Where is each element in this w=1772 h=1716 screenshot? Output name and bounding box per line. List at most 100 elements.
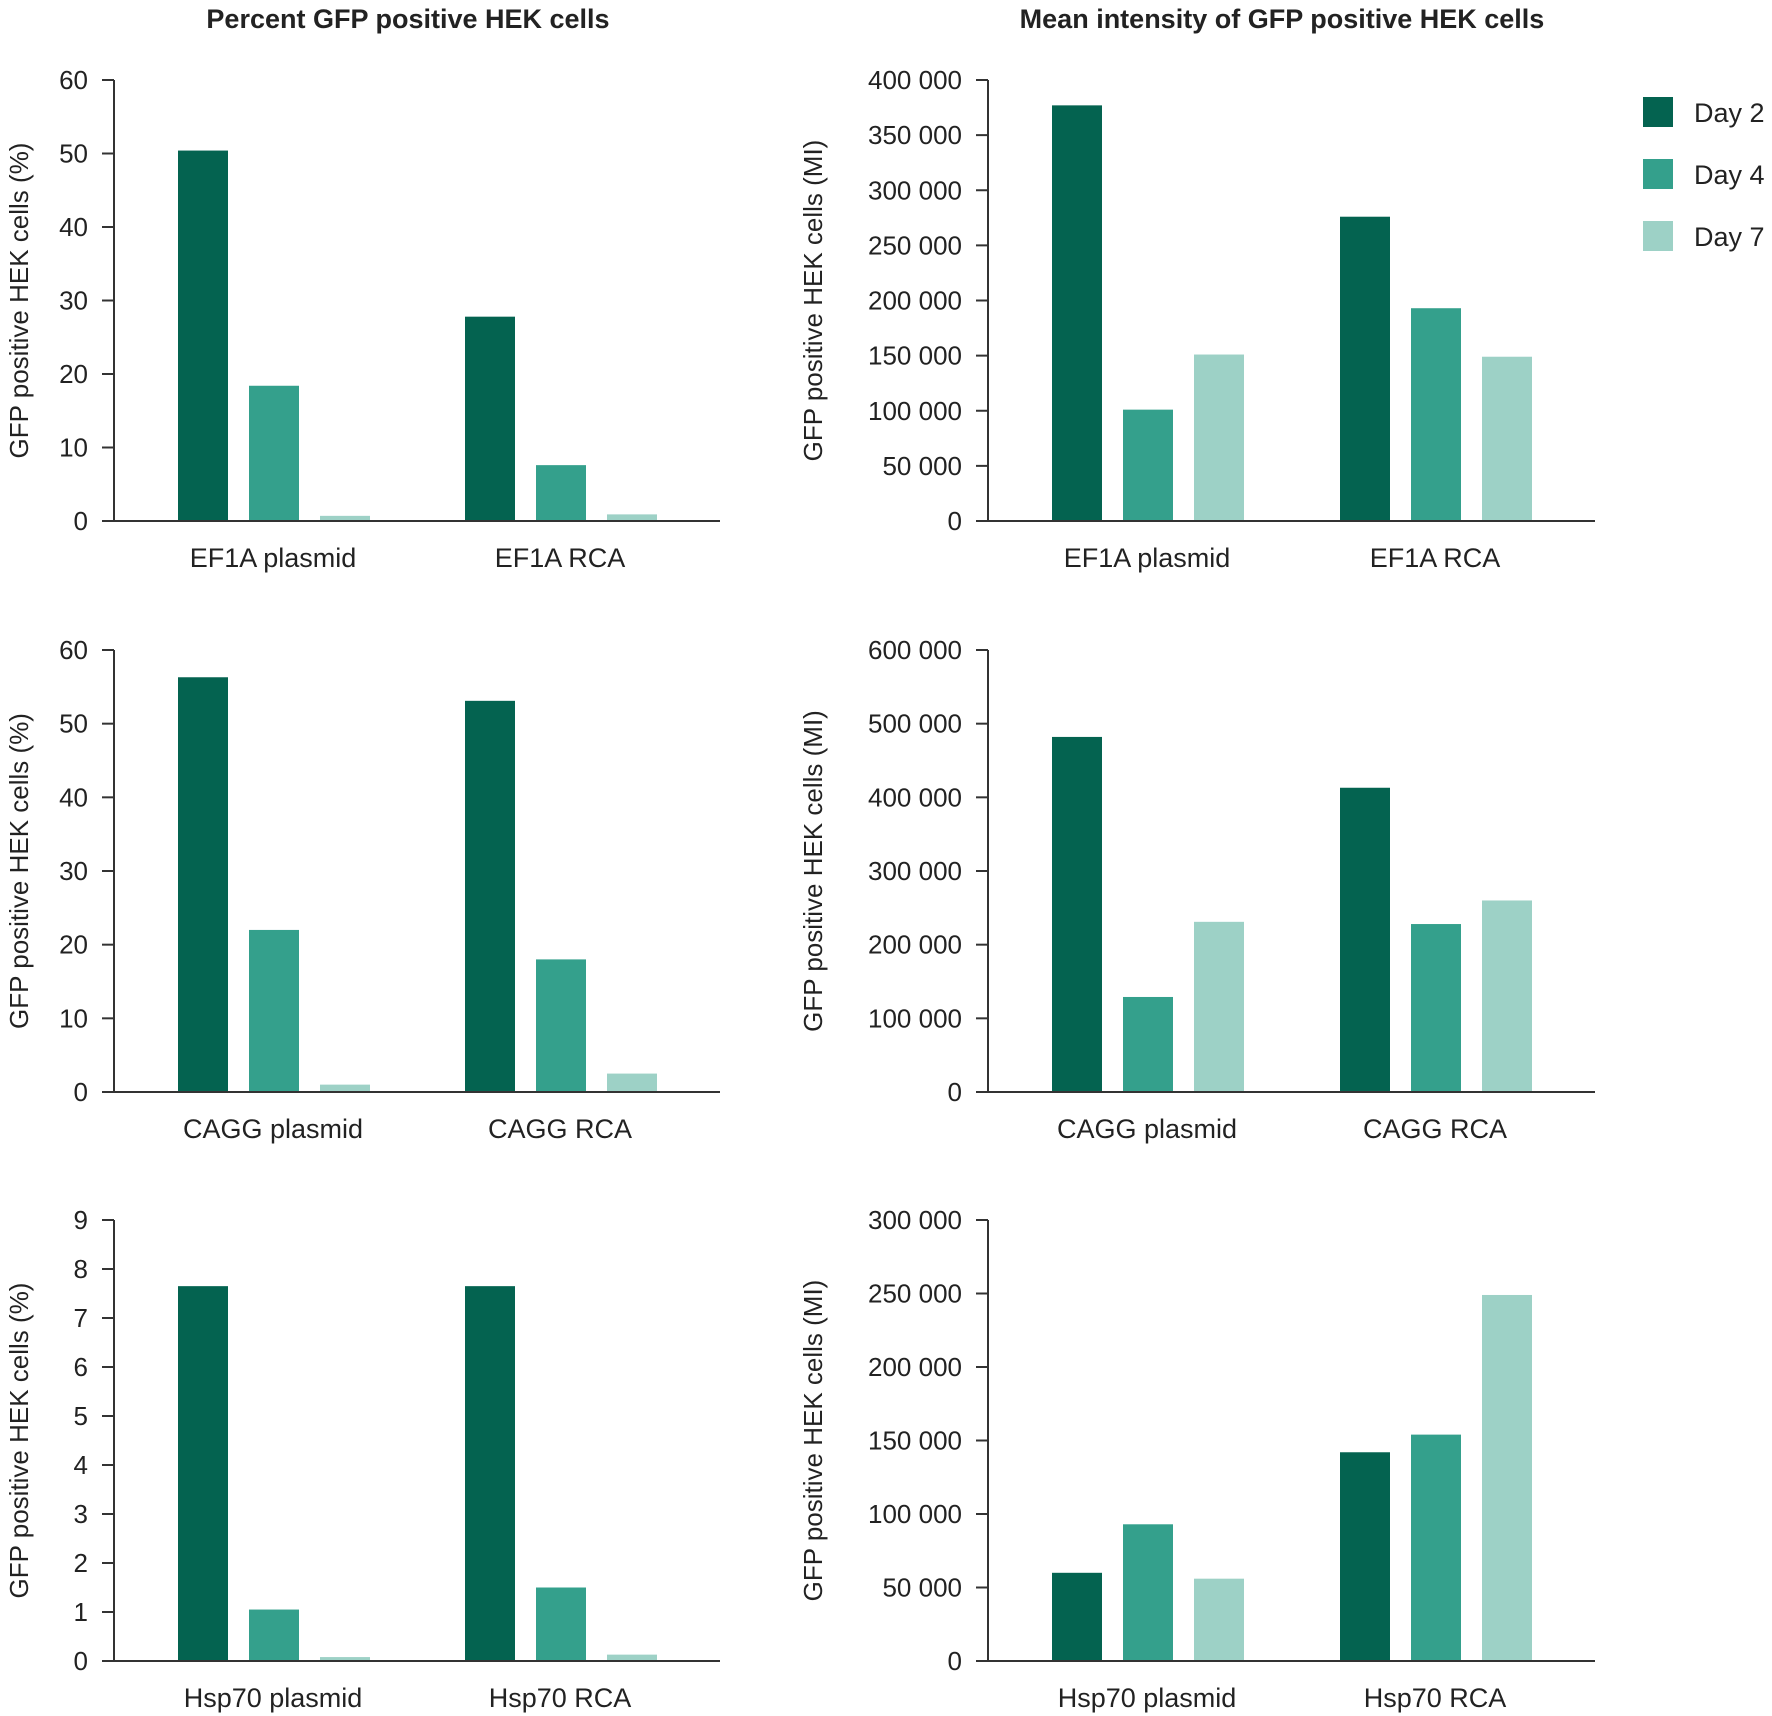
y-tick-label: 60 — [59, 65, 88, 95]
bar-cagg-rca-day-2 — [1340, 787, 1390, 1092]
y-axis-title: GFP positive HEK cells (%) — [4, 143, 34, 459]
y-tick-label: 20 — [59, 930, 88, 960]
bar-hsp70-rca-day-7 — [1482, 1294, 1532, 1661]
y-tick-label: 400 000 — [868, 782, 962, 812]
y-tick-label: 60 — [59, 635, 88, 665]
bar-ef1a-plasmid-day-4 — [249, 385, 299, 521]
y-tick-label: 50 — [59, 139, 88, 169]
legend-label-day-7: Day 7 — [1694, 222, 1765, 252]
category-label-hsp70-rca: Hsp70 RCA — [489, 1683, 632, 1713]
chart-ef1a-percent: 0 10 20 30 40 50 60 GFP positive HEK cells (%) E… — [4, 65, 720, 573]
y-tick-label: 0 — [74, 506, 88, 536]
bar-ef1a-rca-day-4 — [1411, 308, 1461, 521]
left-column-title: Percent GFP positive HEK cells — [206, 4, 609, 34]
bar-hsp70-plasmid-day-7 — [1194, 1578, 1244, 1661]
legend-swatch-day-4 — [1643, 159, 1673, 189]
bar-ef1a-plasmid-day-2 — [178, 150, 228, 521]
y-tick-label: 300 000 — [868, 856, 962, 886]
category-label-hsp70-plasmid: Hsp70 plasmid — [184, 1683, 363, 1713]
right-column-title: Mean intensity of GFP positive HEK cells — [1020, 4, 1545, 34]
y-tick-label: 6 — [74, 1352, 88, 1382]
y-tick-label: 4 — [74, 1450, 88, 1480]
y-tick-label: 0 — [74, 1077, 88, 1107]
y-axis-title: GFP positive HEK cells (MI) — [798, 1280, 828, 1602]
bar-ef1a-rca-day-2 — [1340, 216, 1390, 521]
y-tick-label: 8 — [74, 1254, 88, 1284]
y-tick-label: 10 — [59, 433, 88, 463]
y-tick-label: 200 000 — [868, 286, 962, 316]
y-tick-label: 50 000 — [882, 451, 962, 481]
bar-ef1a-rca-day-2 — [465, 316, 515, 521]
y-tick-label: 250 000 — [868, 230, 962, 260]
chart-hsp70-intensity: 0 50 000 100 000 150 000 200 000 250 000 300 0… — [798, 1205, 1595, 1713]
bar-cagg-plasmid-day-7 — [320, 1084, 370, 1092]
bar-cagg-plasmid-day-2 — [1052, 736, 1102, 1092]
y-tick-label: 250 000 — [868, 1279, 962, 1309]
category-label-cagg-plasmid: CAGG plasmid — [1057, 1114, 1237, 1144]
chart-cagg-percent: 0 10 20 30 40 50 60 GFP positive HEK cells (%) C… — [4, 635, 720, 1144]
y-tick-label: 300 000 — [868, 175, 962, 205]
y-tick-label: 0 — [74, 1646, 88, 1676]
y-tick-label: 150 000 — [868, 1426, 962, 1456]
bar-hsp70-rca-day-4 — [1411, 1434, 1461, 1661]
y-tick-label: 7 — [74, 1303, 88, 1333]
chart-hsp70-percent: 0 1 2 3 4 5 6 7 8 9 GFP positive HEK cells (%) Hsp7… — [4, 1205, 720, 1713]
legend-label-day-2: Day 2 — [1694, 98, 1765, 128]
y-tick-label: 0 — [948, 1077, 962, 1107]
bar-hsp70-rca-day-2 — [1340, 1452, 1390, 1661]
bar-cagg-plasmid-day-7 — [1194, 921, 1244, 1092]
bar-hsp70-plasmid-day-2 — [178, 1286, 228, 1661]
bar-hsp70-plasmid-day-2 — [1052, 1572, 1102, 1661]
bar-cagg-plasmid-day-4 — [1123, 996, 1173, 1092]
y-tick-label: 350 000 — [868, 120, 962, 150]
y-tick-label: 150 000 — [868, 341, 962, 371]
bar-ef1a-plasmid-day-7 — [1194, 354, 1244, 521]
y-tick-label: 200 000 — [868, 930, 962, 960]
bar-ef1a-rca-day-7 — [607, 514, 657, 521]
bar-ef1a-rca-day-4 — [536, 465, 586, 521]
bar-ef1a-plasmid-day-2 — [1052, 105, 1102, 522]
y-axis-title: GFP positive HEK cells (%) — [4, 1283, 34, 1599]
category-label-hsp70-plasmid: Hsp70 plasmid — [1058, 1683, 1237, 1713]
y-tick-label: 3 — [74, 1499, 88, 1529]
legend-swatch-day-7 — [1643, 221, 1673, 251]
y-tick-label: 200 000 — [868, 1352, 962, 1382]
bar-hsp70-plasmid-day-7 — [320, 1657, 370, 1661]
bar-cagg-rca-day-2 — [465, 700, 515, 1092]
y-tick-label: 5 — [74, 1401, 88, 1431]
bar-cagg-plasmid-day-4 — [249, 929, 299, 1092]
legend-swatch-day-2 — [1643, 97, 1673, 127]
bar-cagg-rca-day-7 — [607, 1073, 657, 1092]
y-axis-title: GFP positive HEK cells (MI) — [798, 140, 828, 462]
y-tick-label: 400 000 — [868, 65, 962, 95]
y-tick-label: 10 — [59, 1003, 88, 1033]
bar-cagg-rca-day-7 — [1482, 900, 1532, 1092]
bar-cagg-plasmid-day-2 — [178, 677, 228, 1092]
y-tick-label: 0 — [948, 506, 962, 536]
bar-cagg-rca-day-4 — [536, 959, 586, 1092]
bar-ef1a-plasmid-day-7 — [320, 515, 370, 521]
category-label-hsp70-rca: Hsp70 RCA — [1364, 1683, 1507, 1713]
bar-hsp70-rca-day-4 — [536, 1587, 586, 1661]
y-tick-label: 500 000 — [868, 709, 962, 739]
y-tick-label: 100 000 — [868, 1003, 962, 1033]
y-tick-label: 40 — [59, 212, 88, 242]
bar-hsp70-plasmid-day-4 — [249, 1609, 299, 1661]
y-tick-label: 9 — [74, 1205, 88, 1235]
bar-hsp70-rca-day-2 — [465, 1286, 515, 1661]
y-axis-title: GFP positive HEK cells (%) — [4, 713, 34, 1029]
y-tick-label: 50 — [59, 709, 88, 739]
bar-cagg-rca-day-4 — [1411, 924, 1461, 1092]
y-tick-label: 0 — [948, 1646, 962, 1676]
y-tick-label: 40 — [59, 782, 88, 812]
category-label-ef1a-plasmid: EF1A plasmid — [190, 543, 357, 573]
category-label-ef1a-plasmid: EF1A plasmid — [1064, 543, 1231, 573]
y-tick-label: 50 000 — [882, 1573, 962, 1603]
y-tick-label: 1 — [74, 1597, 88, 1627]
bar-ef1a-plasmid-day-4 — [1123, 409, 1173, 521]
y-tick-label: 30 — [59, 286, 88, 316]
category-label-cagg-rca: CAGG RCA — [1363, 1114, 1507, 1144]
category-label-ef1a-rca: EF1A RCA — [1370, 543, 1501, 573]
